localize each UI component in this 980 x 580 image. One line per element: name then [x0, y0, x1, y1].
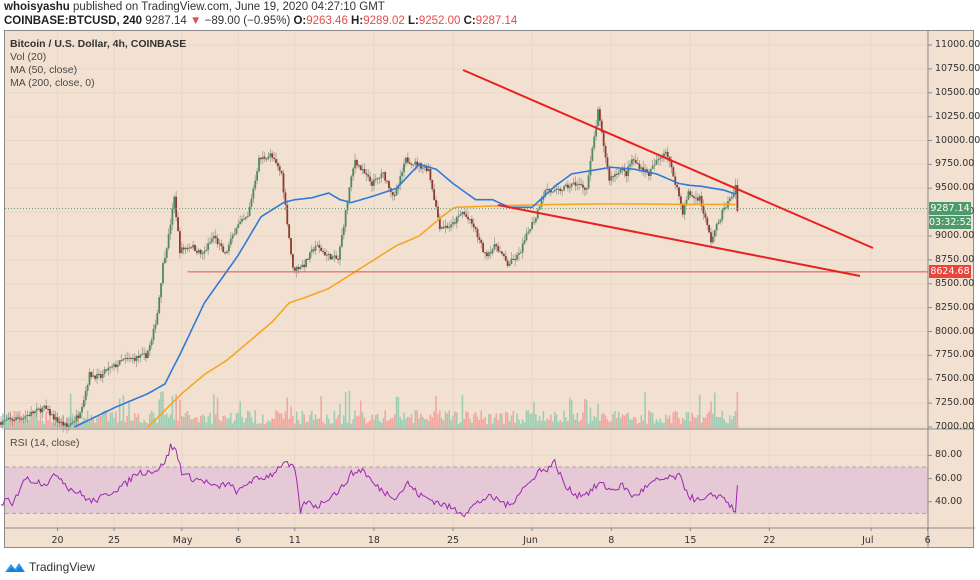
price-change: −89.00 (−0.95%) — [204, 15, 291, 27]
rsi-tick-label: 40.00 — [935, 495, 963, 507]
time-tick-label: 22 — [763, 535, 776, 546]
price-tick-label: 8750.00 — [935, 253, 975, 265]
price-tick-label: 7750.00 — [935, 349, 975, 361]
legend-volume[interactable]: Vol (20) — [10, 51, 47, 63]
rsi-tick-label: 80.00 — [935, 449, 963, 461]
candlestick-series — [0, 105, 739, 433]
close-value: 9287.14 — [475, 15, 518, 27]
legend-ma200[interactable]: MA (200, close, 0) — [10, 77, 95, 89]
price-tick-label: 8000.00 — [935, 325, 975, 337]
open-label: O: — [293, 15, 307, 27]
axes — [5, 31, 975, 548]
close-label: C: — [463, 15, 476, 27]
moving-averages — [74, 163, 736, 428]
time-tick-label: Jul — [862, 535, 874, 546]
price-tick-label: 10000.00 — [935, 134, 980, 146]
price-tick-label: 7000.00 — [935, 421, 975, 432]
price-tick-label: 9000.00 — [935, 230, 975, 241]
tradingview-cloud-icon — [5, 563, 25, 572]
last-price-tag: 9287.14 — [929, 201, 971, 215]
price-tick-label: 7250.00 — [935, 397, 975, 409]
price-tick-label: 10250.00 — [935, 110, 980, 122]
price-tick-label: 8500.00 — [935, 277, 975, 289]
publish-info: whoisyashu published on TradingView.com,… — [4, 1, 385, 13]
price-tick-label: 11000.00 — [935, 39, 980, 50]
legend-rsi[interactable]: RSI (14, close) — [10, 437, 80, 449]
chart-grid — [5, 31, 929, 527]
author-name[interactable]: whoisyashu — [4, 1, 70, 13]
price-tick-label: 9500.00 — [935, 182, 975, 194]
time-tick-label: 15 — [684, 535, 697, 546]
support-price-tag: 8624.68 — [929, 264, 971, 278]
price-tick-label: 10500.00 — [935, 86, 980, 98]
price-tick-label: 7500.00 — [935, 373, 975, 385]
time-tick-label: 18 — [367, 535, 380, 546]
time-tick-label: Jun — [523, 535, 538, 546]
rsi-line — [0, 443, 738, 518]
time-tick-label: 20 — [51, 535, 64, 546]
price-tick-label: 8250.00 — [935, 301, 975, 313]
high-value: 9289.02 — [363, 15, 405, 27]
down-arrow-icon: ▼ — [190, 15, 202, 27]
low-value: 9252.00 — [418, 15, 461, 27]
chart-title[interactable]: Bitcoin / U.S. Dollar, 4h, COINBASE — [10, 38, 187, 50]
legend-ma50[interactable]: MA (50, close) — [10, 64, 78, 76]
drawing-lines — [5, 69, 928, 277]
time-tick-label: 25 — [108, 535, 121, 546]
time-tick-label: 6 — [924, 535, 931, 546]
open-value: 9263.46 — [306, 15, 348, 27]
brand-name: TradingView — [29, 560, 96, 574]
bar-countdown-tag: 03:32:52 — [929, 215, 972, 229]
rsi-tick-label: 60.00 — [935, 472, 963, 484]
time-tick-label: 11 — [288, 535, 301, 546]
publish-text: published on TradingView.com, June 19, 2… — [73, 1, 385, 13]
time-tick-label: 8 — [608, 535, 615, 546]
symbol-label: COINBASE:BTCUSD, 240 — [4, 15, 143, 27]
time-tick-label: May — [172, 535, 193, 546]
tradingview-logo[interactable]: TradingView — [4, 560, 95, 574]
price-tick-label: 10750.00 — [935, 62, 980, 74]
time-tick-label: 25 — [447, 535, 460, 546]
low-label: L: — [407, 15, 419, 27]
last-price: 9287.14 — [145, 15, 187, 27]
price-tick-label: 9750.00 — [935, 158, 975, 170]
rsi-band — [5, 466, 928, 514]
high-label: H: — [351, 15, 364, 27]
symbol-info-bar: COINBASE:BTCUSD, 240 9287.14 ▼ −89.00 (−… — [4, 15, 517, 27]
time-tick-label: 6 — [235, 535, 242, 546]
